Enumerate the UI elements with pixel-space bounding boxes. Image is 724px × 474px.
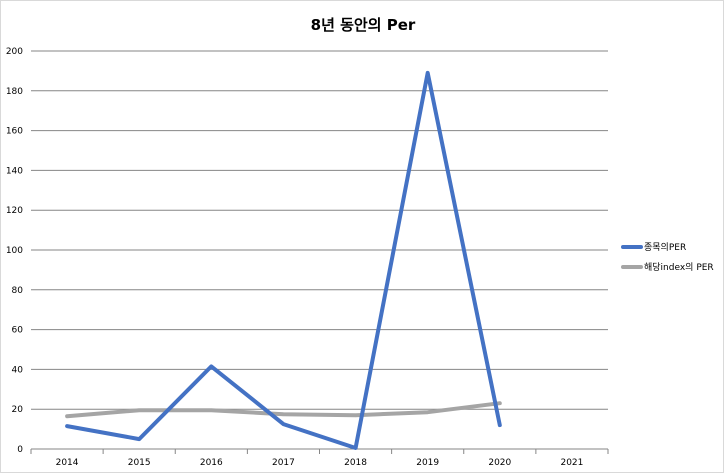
legend-label: 종목의PER xyxy=(644,242,686,253)
x-tick-label: 2018 xyxy=(344,458,367,468)
x-tick-label: 2020 xyxy=(488,458,511,468)
y-tick-label: 40 xyxy=(12,365,24,375)
gridlines xyxy=(31,50,608,410)
y-tick-label: 80 xyxy=(12,286,24,296)
y-tick-label: 140 xyxy=(6,166,23,176)
y-tick-label: 180 xyxy=(6,87,23,97)
y-tick-label: 60 xyxy=(12,326,24,336)
x-tick-label: 2017 xyxy=(272,458,295,468)
series-lines xyxy=(65,70,502,450)
series-line-index-per xyxy=(65,401,502,419)
axes: 0 20 40 60 80 100 120 140 160 180 200 2014 2015 2016 2… xyxy=(6,47,609,468)
y-tick-label: 120 xyxy=(6,206,23,216)
chart-title: 8년 동안의 Per xyxy=(311,16,416,34)
x-tick-label: 2021 xyxy=(560,458,583,468)
legend: 종목의PER 해당index의 PER xyxy=(621,242,714,273)
y-tick-label: 160 xyxy=(6,127,23,137)
y-tick-label: 200 xyxy=(6,47,23,57)
x-tick-label: 2014 xyxy=(56,458,79,468)
x-tick-label: 2016 xyxy=(200,458,223,468)
y-tick-label: 0 xyxy=(17,445,23,455)
x-tick-label: 2015 xyxy=(128,458,151,468)
y-tick-label: 100 xyxy=(6,246,23,256)
legend-label: 해당index의 PER xyxy=(644,262,714,273)
x-tick-label: 2019 xyxy=(416,458,439,468)
y-tick-label: 20 xyxy=(12,405,24,415)
series-line-stock-per xyxy=(65,70,502,450)
